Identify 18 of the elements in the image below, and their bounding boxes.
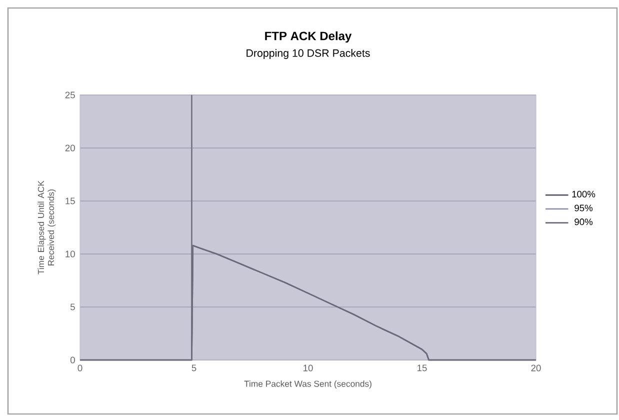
y-tick-label: 0 [70,356,75,364]
y-tick-label: 10 [66,250,75,258]
y-tick-label: 20 [65,144,75,152]
x-tick-label: 15 [418,364,427,372]
chart-subtitle: Dropping 10 DSR Packets [246,49,370,59]
legend-label: 95% [574,204,593,212]
x-tick-label: 20 [531,364,541,372]
legend-label: 90% [574,218,593,226]
x-tick-label: 0 [78,364,82,372]
y-tick-label: 5 [70,304,75,310]
x-axis-title: Time Packet Was Sent (seconds) [244,380,372,389]
y-tick-label: 25 [65,92,75,98]
x-tick-label: 10 [304,364,313,372]
legend-label: 100% [572,190,596,198]
chart-title: FTP ACK Delay [265,31,352,43]
x-tick-label: 5 [192,364,196,372]
y-axis-title: Time Elapsed Until ACK Received (seconds) [38,180,56,274]
y-tick-label: 15 [66,198,75,204]
